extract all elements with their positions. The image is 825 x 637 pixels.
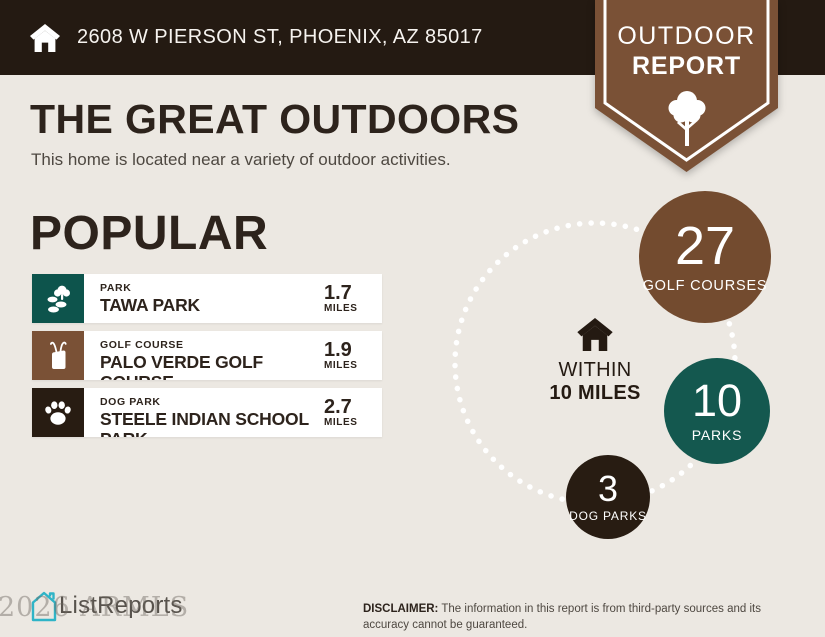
park-tree-path-icon	[47, 285, 70, 312]
page-title: THE GREAT OUTDOORS	[30, 96, 520, 142]
distance-block: 2.7 MILES	[324, 388, 382, 437]
home-icon	[30, 23, 60, 52]
list-item-golf-course: GOLF COURSE PALO VERDE GOLF COURSE 1.9 M…	[32, 331, 382, 380]
distance-unit: MILES	[324, 417, 358, 428]
within-radius-label: WITHIN 10 MILES	[533, 318, 657, 405]
golf-courses-stat-circle: 27 GOLF COURSES	[639, 191, 771, 323]
tree-icon	[668, 91, 705, 146]
popular-section-title: POPULAR	[30, 207, 269, 260]
distance-unit: MILES	[324, 360, 358, 371]
within-line1: WITHIN	[558, 359, 632, 381]
distance-value: 1.7	[324, 282, 352, 304]
dog-park-card-text: DOG PARK STEELE INDIAN SCHOOL PARK	[84, 388, 324, 437]
ribbon-title-line2: REPORT	[632, 52, 741, 80]
golf-tile	[32, 331, 84, 380]
place-name: TAWA PARK	[100, 295, 200, 315]
category-label: GOLF COURSE	[100, 339, 184, 351]
outdoor-report-ribbon: OUTDOOR REPORT	[595, 0, 778, 174]
distance-value: 2.7	[324, 396, 352, 418]
stat-value: 10	[691, 374, 743, 426]
distance-block: 1.9 MILES	[324, 331, 382, 380]
listreports-logo: ListReports	[30, 589, 183, 622]
category-label: DOG PARK	[100, 396, 161, 408]
disclaimer-text: DISCLAIMER: The information in this repo…	[363, 602, 761, 631]
home-center-icon	[577, 318, 613, 351]
list-item-park: PARK TAWA PARK 1.7 MILES	[32, 274, 382, 323]
distance-value: 1.9	[324, 339, 352, 361]
parks-stat-circle: 10 PARKS	[664, 358, 770, 464]
stat-label: PARKS	[691, 426, 743, 443]
stat-label: GOLF COURSES	[642, 277, 768, 294]
dog-paw-icon	[45, 400, 71, 425]
dog-park-tile	[32, 388, 84, 437]
distance-block: 1.7 MILES	[324, 274, 382, 323]
property-address: 2608 W PIERSON ST, PHOENIX, AZ 85017	[77, 26, 483, 48]
park-tile	[32, 274, 84, 323]
brand-name: ListReports	[59, 591, 183, 619]
popular-list: PARK TAWA PARK 1.7 MILES GOLF COURSE PAL…	[32, 274, 382, 445]
distance-unit: MILES	[324, 303, 358, 314]
disclaimer-label: DISCLAIMER:	[363, 602, 439, 615]
stat-value: 3	[597, 467, 619, 509]
ribbon-content: OUTDOOR REPORT	[595, 22, 778, 146]
stat-label: DOG PARKS	[569, 508, 647, 523]
mls-watermark: 2026 ARMLS	[0, 592, 190, 623]
park-card-text: PARK TAWA PARK	[84, 274, 324, 323]
category-label: PARK	[100, 282, 132, 294]
stat-value: 27	[674, 215, 736, 276]
dog-parks-stat-circle: 3 DOG PARKS	[566, 455, 650, 539]
ribbon-title-line1: OUTDOOR	[617, 22, 756, 50]
list-item-dog-park: DOG PARK STEELE INDIAN SCHOOL PARK 2.7 M…	[32, 388, 382, 437]
within-line2: 10 MILES	[549, 382, 641, 404]
listreports-house-icon	[31, 591, 57, 622]
golf-bag-icon	[50, 341, 67, 369]
page-subtitle: This home is located near a variety of o…	[31, 150, 451, 169]
ribbon-pennant-shape	[595, 0, 778, 172]
place-name: STEELE INDIAN SCHOOL PARK	[100, 409, 309, 437]
golf-card-text: GOLF COURSE PALO VERDE GOLF COURSE	[84, 331, 324, 380]
place-name: PALO VERDE GOLF COURSE	[100, 352, 263, 380]
